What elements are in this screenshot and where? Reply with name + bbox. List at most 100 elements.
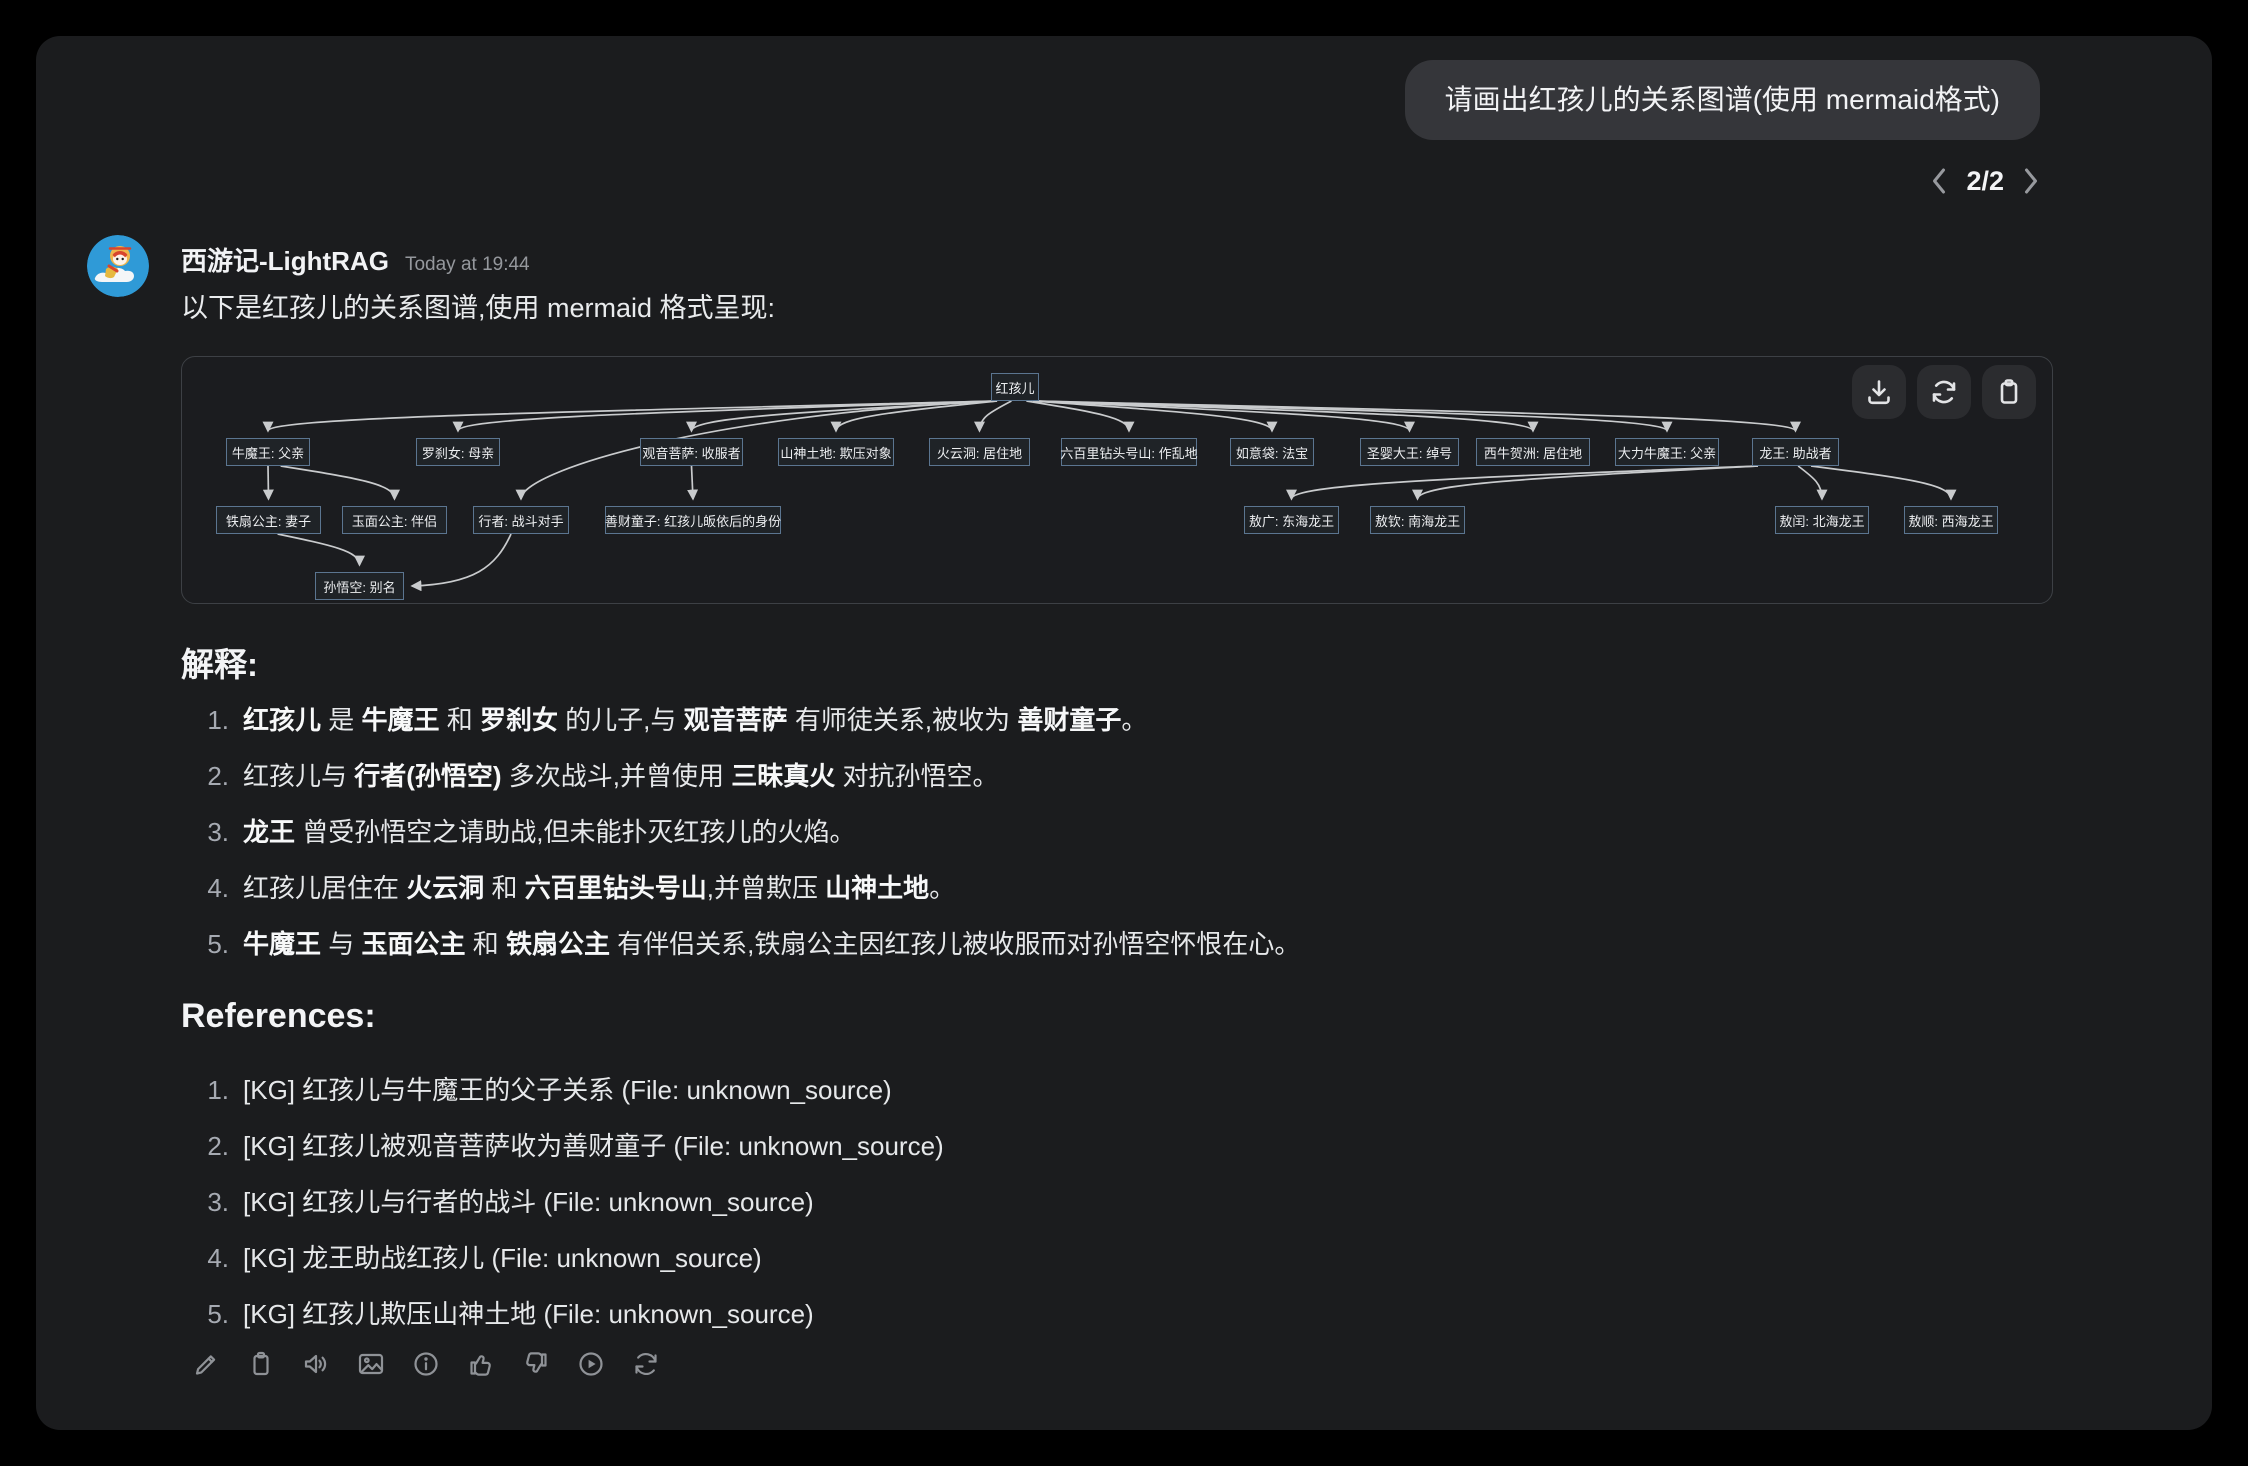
image-button[interactable] [355,1348,387,1380]
regenerate-button[interactable] [630,1348,662,1380]
thumbs-up-icon [470,1355,491,1376]
diagram-copy-button[interactable] [1982,365,2036,419]
reference-item: 3. [KG] 红孩儿与行者的战斗 (File: unknown_source) [181,1182,1981,1222]
graph-edge [1032,400,1539,433]
graph-node: 牛魔王: 父亲 [226,438,310,466]
diagram-edges [262,400,1957,592]
list-text: 红孩儿与 行者(孙悟空) 多次战斗,并曾使用 三昧真火 对抗孙悟空。 [243,761,999,791]
list-text: [KG] 红孩儿与牛魔王的父子关系 (File: unknown_source) [243,1075,892,1105]
play-icon [579,1352,603,1376]
graph-node: 圣婴大王: 绰号 [1360,438,1459,466]
refresh-icon [1932,380,1956,404]
message-pagination: 2/2 [1930,163,2040,199]
timestamp: Today at 19:44 [404,254,530,275]
graph-node: 敖钦: 南海龙王 [1370,506,1465,534]
graph-edge [687,465,699,501]
graph-edge [1412,465,1759,501]
graph-edge [686,400,998,433]
avatar[interactable] [87,235,149,297]
reference-item: 2. [KG] 红孩儿被观音菩萨收为善财童子 (File: unknown_sou… [181,1126,1981,1166]
regenerate-icon [635,1353,657,1375]
edit-button[interactable] [190,1348,222,1380]
list-number: 2. [207,1131,229,1161]
references-list: 1. [KG] 红孩儿与牛魔王的父子关系 (File: unknown_sourc… [181,1070,1981,1334]
thumbs-down-icon [526,1352,547,1373]
bot-name[interactable]: 西游记-LightRAG [181,246,389,276]
info-button[interactable] [410,1348,442,1380]
graph-node: 大力牛魔王: 父亲 [1615,438,1719,466]
graph-node: 西牛贺洲: 居住地 [1476,438,1590,466]
image-icon [358,1353,384,1375]
graph-node: 玉面公主: 伴侣 [342,506,447,534]
speaker-icon [304,1354,327,1374]
thumbs-down-button[interactable] [520,1348,552,1380]
explanation-item: 2. 红孩儿与 行者(孙悟空) 多次战斗,并曾使用 三昧真火 对抗孙悟空。 [181,756,1981,796]
graph-node: 红孩儿 [991,373,1039,401]
graph-node: 敖广: 东海龙王 [1244,506,1339,534]
graph-node: 孙悟空: 别名 [315,572,404,600]
graph-edge [280,465,401,501]
graph-node: 龙王: 助战者 [1752,438,1839,466]
graph-node: 山神土地: 欺压对象 [778,438,894,466]
explanation-item: 3. 龙王 曾受孙悟空之请助战,但未能扑灭红孩儿的火焰。 [181,812,1981,852]
speak-button[interactable] [300,1348,332,1380]
graph-node: 善财童子: 红孩儿皈依后的身份 [605,506,781,534]
graph-node: 观音菩萨: 收服者 [640,438,743,466]
chat-panel [36,36,2212,1430]
explanation-item: 5. 牛魔王 与 玉面公主 和 铁扇公主 有伴侣关系,铁扇公主因红孩儿被收服而对孙… [181,924,1981,964]
graph-edge [1797,465,1828,501]
list-number: 1. [207,1075,229,1105]
message-actions [190,1348,662,1380]
list-text: 牛魔王 与 玉面公主 和 铁扇公主 有伴侣关系,铁扇公主因红孩儿被收服而对孙悟空… [243,929,1301,959]
list-text: [KG] 红孩儿被观音菩萨收为善财童子 (File: unknown_sourc… [243,1131,944,1161]
edit-icon [195,1355,216,1375]
copy-icon [253,1351,269,1376]
list-number: 5. [207,929,229,959]
download-icon [1868,380,1890,405]
diagram-refresh-button[interactable] [1917,365,1971,419]
thumbs-up-button[interactable] [465,1348,497,1380]
message-header: 西游记-LightRAG Today at 19:44 [181,241,530,278]
diagram-toolbar [1852,365,2036,419]
message-intro-text: 以下是红孩儿的关系图谱,使用 mermaid 格式呈现: [181,293,776,323]
graph-edge [1026,400,1135,433]
list-text: 红孩儿 是 牛魔王 和 罗刹女 的儿子,与 观音菩萨 有师徒关系,被收为 善财童… [243,705,1148,735]
reference-item: 4. [KG] 龙王助战红孩儿 (File: unknown_source) [181,1238,1981,1278]
clipboard-icon [2000,379,2018,404]
mermaid-diagram: 红孩儿 牛魔王: 父亲 罗刹女: 母亲 观音菩萨: 收服者 山神土地: 欺压对象 火云洞:… [181,356,2053,604]
info-icon [414,1352,438,1376]
copy-button[interactable] [245,1348,277,1380]
graph-edge [262,400,998,433]
graph-edge [277,533,366,567]
play-button[interactable] [575,1348,607,1380]
list-text: [KG] 红孩儿欺压山神土地 (File: unknown_source) [243,1299,814,1329]
list-number: 1. [207,705,229,735]
explanation-item: 4. 红孩儿居住在 火云洞 和 六百里钻头号山,并曾欺压 山神土地。 [181,868,1981,908]
graph-edge [1286,465,1759,501]
diagram-download-button[interactable] [1852,365,1906,419]
chevron-left-icon[interactable] [1930,166,1948,196]
graph-node: 铁扇公主: 妻子 [216,506,321,534]
list-text: [KG] 红孩儿与行者的战斗 (File: unknown_source) [243,1187,814,1217]
list-text: 红孩儿居住在 火云洞 和 六百里钻头号山,并曾欺压 山神土地。 [243,873,956,903]
pagination-count: 2/2 [1966,165,2004,196]
list-number: 4. [207,873,229,903]
chevron-right-icon[interactable] [2022,166,2040,196]
list-number: 3. [207,817,229,847]
list-number: 3. [207,1187,229,1217]
reference-item: 1. [KG] 红孩儿与牛魔王的父子关系 (File: unknown_sourc… [181,1070,1981,1110]
graph-edge [1810,465,1957,501]
graph-node: 敖顺: 西海龙王 [1904,506,1998,534]
graph-node: 六百里钻头号山: 作乱地 [1060,438,1198,466]
graph-node: 行者: 战斗对手 [473,506,569,534]
explanation-list: 1. 红孩儿 是 牛魔王 和 罗刹女 的儿子,与 观音菩萨 有师徒关系,被收为 善… [181,700,1981,964]
graph-edge [1032,400,1278,433]
reference-item: 5. [KG] 红孩儿欺压山神土地 (File: unknown_source) [181,1294,1981,1334]
graph-edge [410,533,512,592]
graph-edge [973,400,1012,433]
list-number: 5. [207,1299,229,1329]
graph-node: 火云洞: 居住地 [929,438,1030,466]
explanation-heading: 解释: [181,646,258,683]
list-number: 2. [207,761,229,791]
user-message-bubble: 请画出红孩儿的关系图谱(使用 mermaid格式) [1404,60,2040,140]
